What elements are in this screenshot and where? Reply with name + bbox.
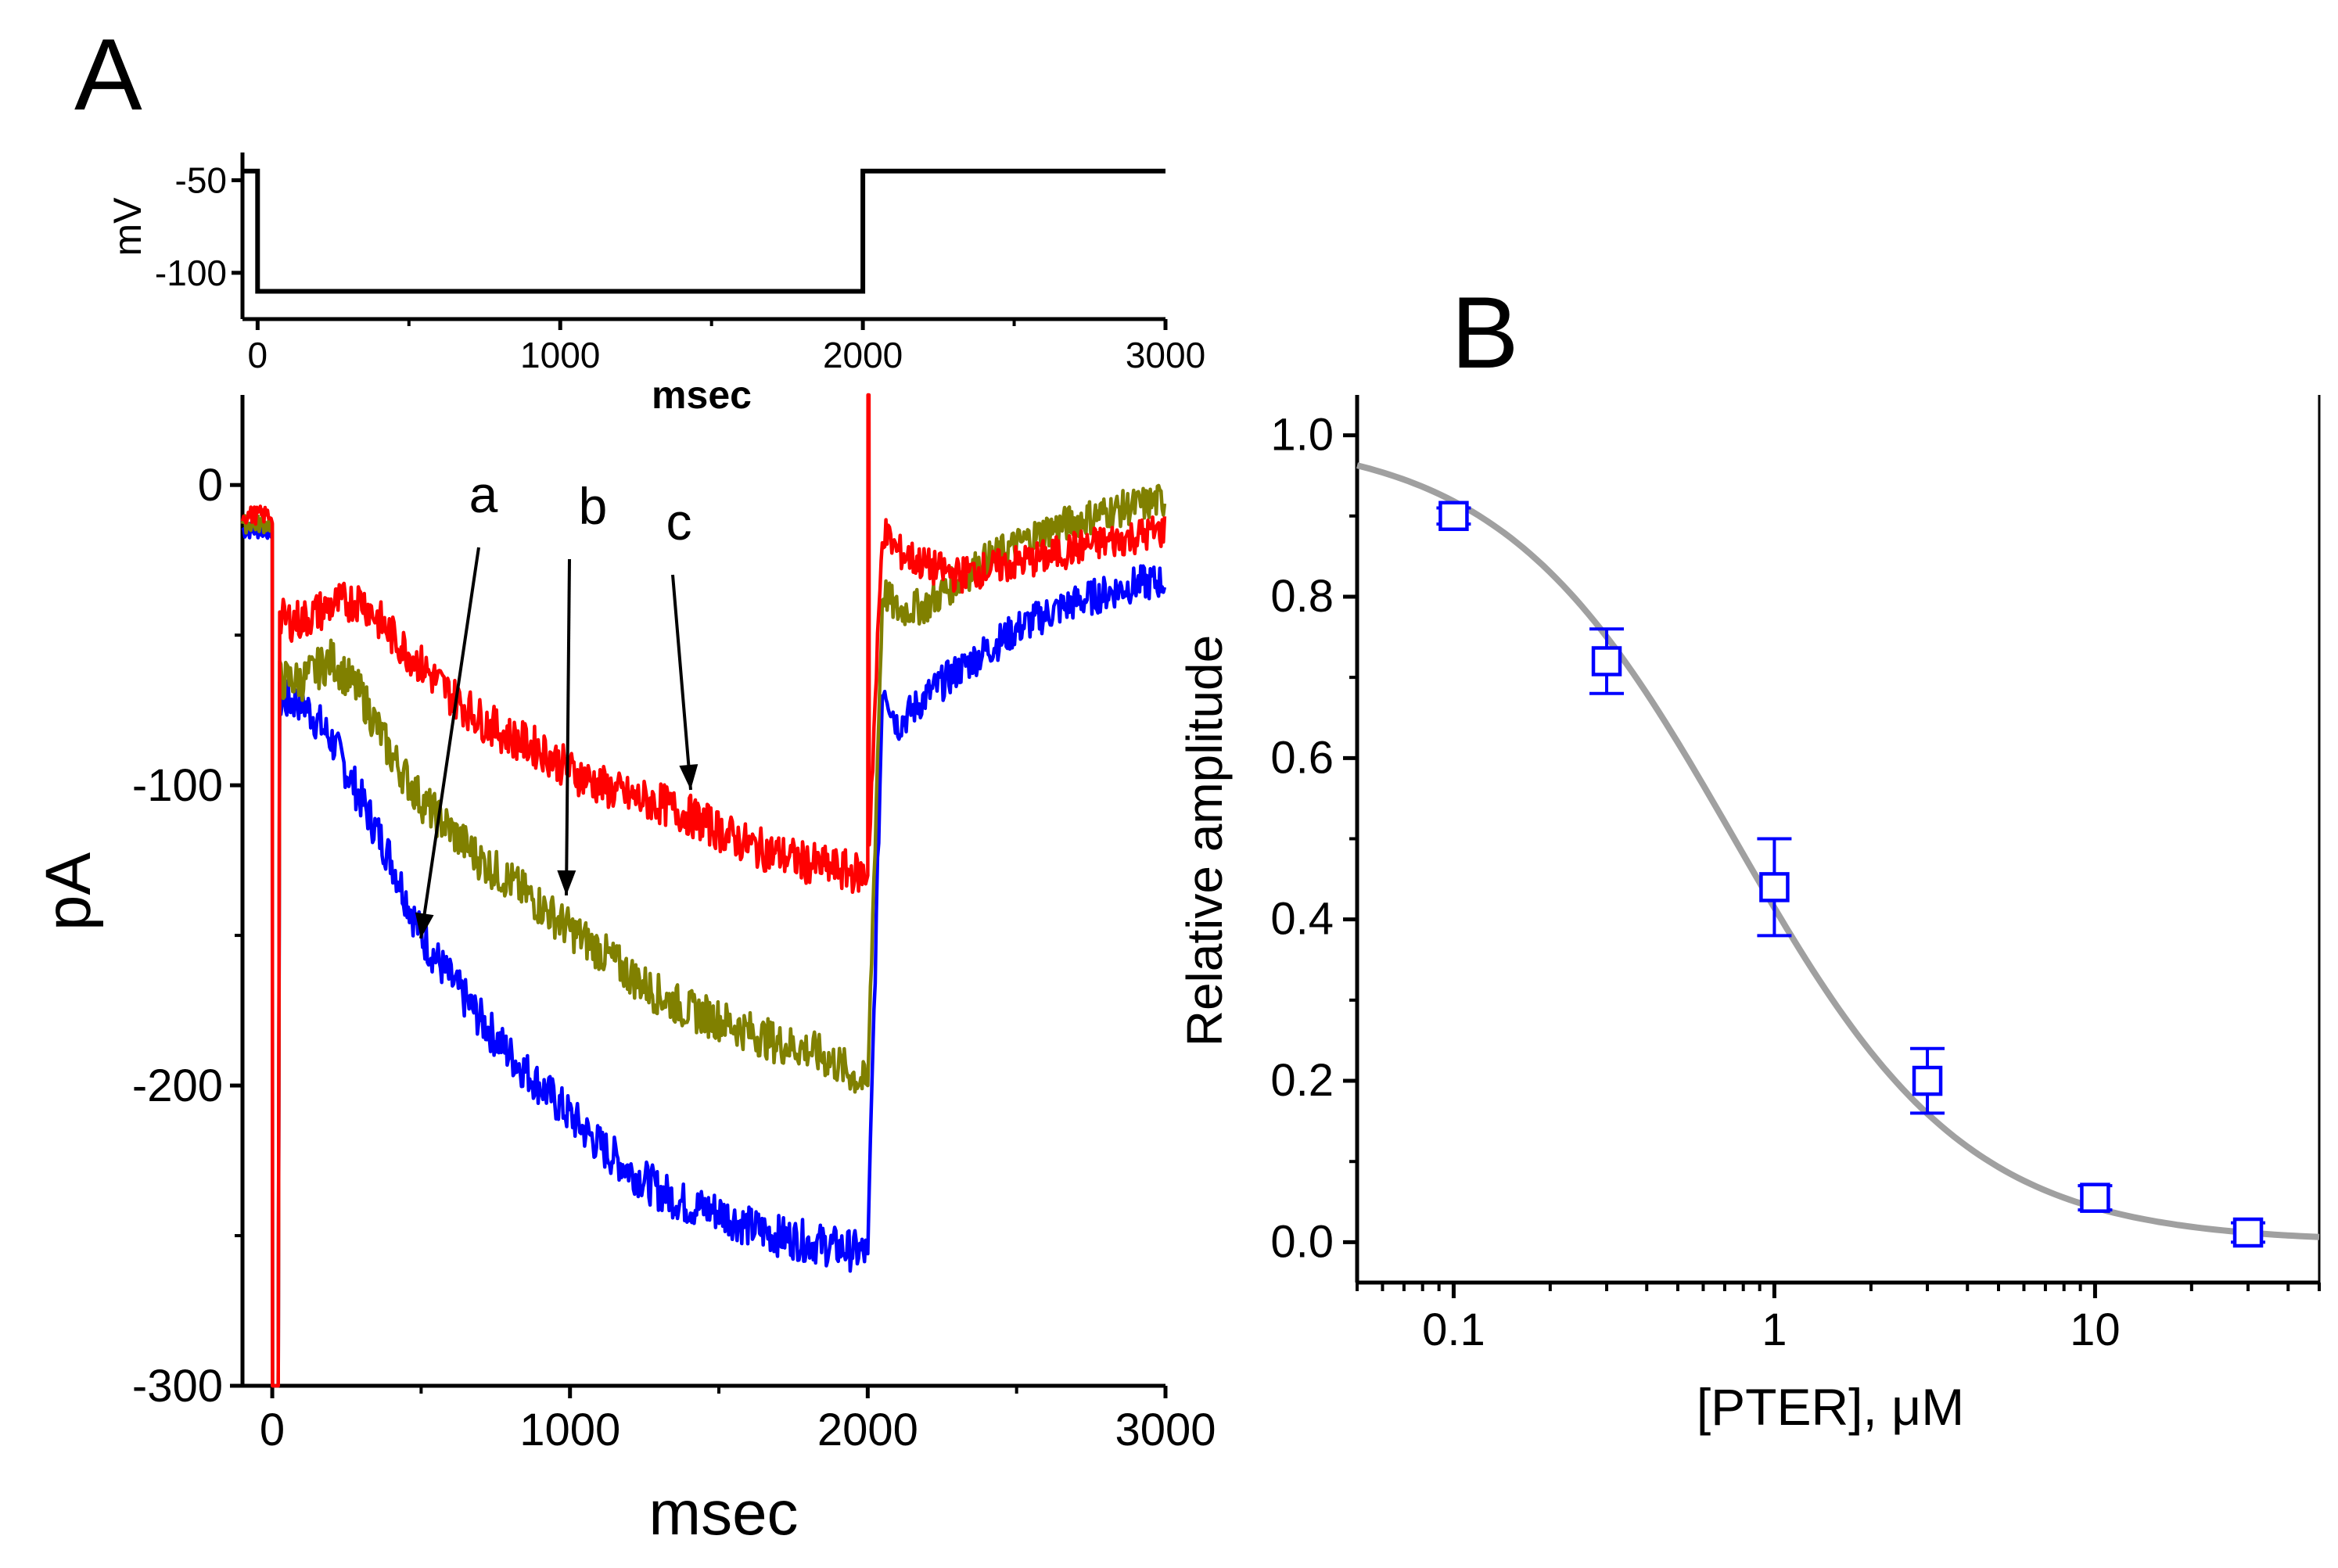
data-point xyxy=(2232,1217,2264,1248)
main-x-tick-label: 3000 xyxy=(1115,1405,1216,1455)
data-point xyxy=(1438,501,1469,532)
annotation-arrow-c xyxy=(671,574,692,791)
annotation-arrow-b xyxy=(565,558,571,896)
proto-y-tick-label: -100 xyxy=(155,253,227,293)
annotation-arrowhead-a xyxy=(415,912,434,938)
dose-x-label: [PTER], μM xyxy=(1697,1378,1964,1436)
proto-y-tick-label: -50 xyxy=(175,160,227,201)
trace-b xyxy=(240,483,1167,1388)
proto-x-label: msec xyxy=(652,373,752,417)
proto-y-label: mV xyxy=(106,197,149,257)
main-x-tick-label: 2000 xyxy=(817,1405,918,1455)
dose-y-tick-label: 0.8 xyxy=(1270,571,1334,622)
dose-y-tick-label: 0.2 xyxy=(1270,1055,1334,1106)
main-x-tick-label: 0 xyxy=(260,1405,285,1455)
annotation-label-b: b xyxy=(579,477,608,535)
dose-response-chart: [PTER], μM Relative amplitude 0.0 0.2 0.4 0… xyxy=(1176,395,2321,1436)
dose-x-tick-label: 0.1 xyxy=(1422,1304,1485,1355)
data-point xyxy=(1912,1065,1943,1096)
dose-y-tick-label: 0.4 xyxy=(1270,894,1334,945)
main-y-tick-label: -300 xyxy=(132,1361,223,1412)
main-y-tick-label: 0 xyxy=(198,460,223,511)
annotation-label-a: a xyxy=(469,465,498,523)
dose-x-tick-label: 10 xyxy=(2070,1304,2121,1355)
data-point xyxy=(1591,646,1622,676)
panel-b-label: B xyxy=(1451,275,1519,389)
annotation-arrowhead-c xyxy=(679,764,699,790)
annotation-arrowhead-b xyxy=(557,870,576,895)
data-point xyxy=(1759,872,1790,902)
trace-c xyxy=(240,393,1167,1388)
dose-y-tick-label: 0.0 xyxy=(1270,1216,1334,1267)
dose-x-tick-label: 1 xyxy=(1762,1304,1787,1355)
current-traces-chart: msec pA 0 1000 2000 3000 0 -100 -200 -300 a b c xyxy=(33,393,1216,1548)
proto-x-tick-label: 0 xyxy=(248,335,268,375)
main-y-tick-label: -100 xyxy=(132,760,223,811)
annotation-label-c: c xyxy=(666,493,692,551)
dose-y-tick-label: 1.0 xyxy=(1270,410,1334,461)
main-x-tick-label: 1000 xyxy=(519,1405,620,1455)
dose-y-tick-label: 0.6 xyxy=(1270,732,1334,783)
panel-a-label: A xyxy=(74,17,142,131)
annotation-arrow-a xyxy=(419,547,480,939)
proto-x-tick-label: 3000 xyxy=(1126,335,1205,375)
data-point xyxy=(2080,1182,2110,1213)
voltage-command-line xyxy=(242,168,1165,294)
hill-fit-curve xyxy=(1356,462,2320,1240)
main-y-tick-label: -200 xyxy=(132,1060,223,1111)
main-y-label: pA xyxy=(33,852,104,931)
trace-a xyxy=(241,519,1167,1388)
proto-x-tick-label: 1000 xyxy=(520,335,600,375)
voltage-protocol-chart: msec mV 0 1000 2000 3000 -50 -100 xyxy=(106,152,1205,417)
dose-y-label: Relative amplitude xyxy=(1176,635,1233,1047)
main-x-label: msec xyxy=(648,1478,798,1548)
proto-x-tick-label: 2000 xyxy=(823,335,903,375)
